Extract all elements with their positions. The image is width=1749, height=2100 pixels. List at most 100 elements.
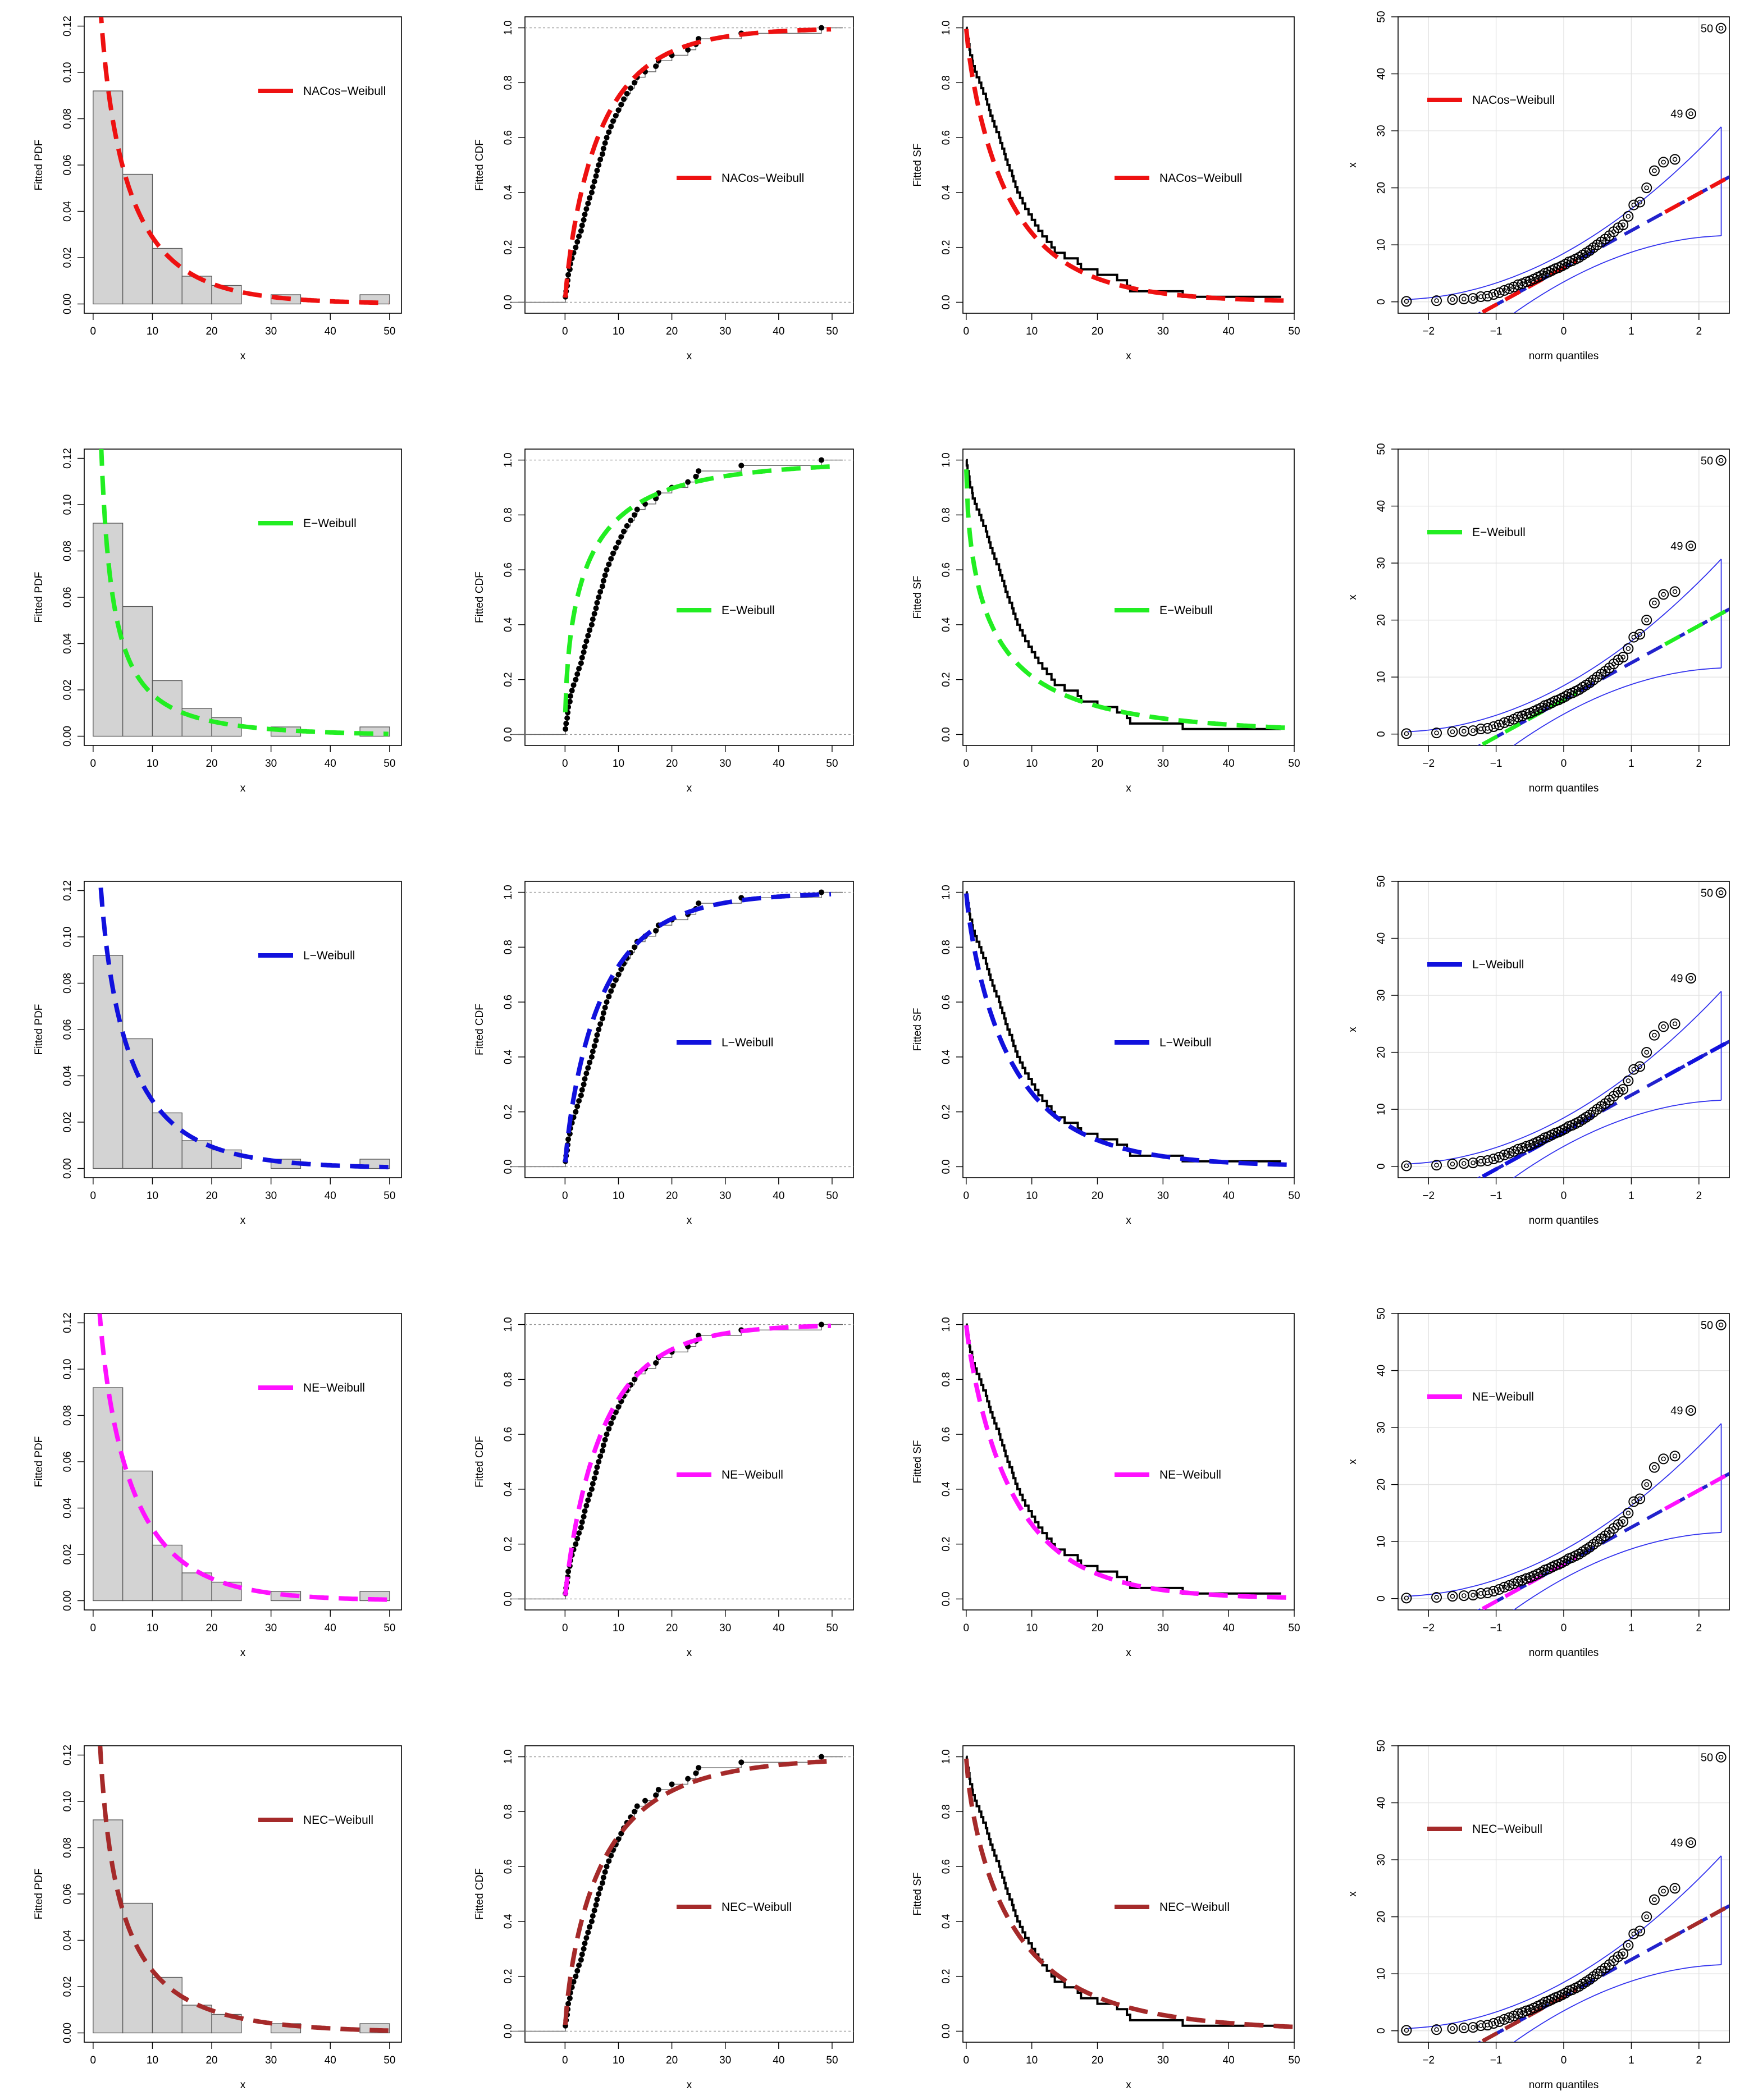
qq-point-inner <box>1450 2026 1455 2031</box>
x-tick-label: 30 <box>265 1622 277 1634</box>
ecdf-point <box>620 528 627 534</box>
ecdf-point <box>574 239 581 245</box>
y-tick-label: 0.4 <box>940 1049 952 1064</box>
envelope-upper <box>1408 1423 1722 1597</box>
qq-point <box>1468 293 1479 304</box>
x-tick-label: 2 <box>1696 1190 1702 1202</box>
y-tick-label: 10 <box>1376 1104 1387 1115</box>
x-tick-label: 0 <box>963 326 970 337</box>
qq-point <box>1628 1064 1640 1075</box>
qq-fitted-segment <box>1481 258 1578 313</box>
qq-point <box>1584 1974 1595 1985</box>
qq-point <box>1401 296 1412 307</box>
ecdf-point <box>565 2001 572 2007</box>
qq-point <box>1458 1590 1469 1602</box>
plot-frame <box>524 16 854 314</box>
qq-point <box>1431 1160 1442 1171</box>
x-tick-label: 40 <box>773 1622 784 1634</box>
qq-point-inner <box>1462 1161 1467 1166</box>
fitted-pdf-curve <box>99 449 389 736</box>
x-axis-label: norm quantiles <box>1529 350 1599 362</box>
x-tick-label: 40 <box>773 326 784 337</box>
y-tick-label: 0.6 <box>503 995 514 1009</box>
x-axis-label: norm quantiles <box>1529 1647 1599 1659</box>
x-tick-label: 2 <box>1696 326 1702 337</box>
x-tick-label: 50 <box>1288 2055 1300 2066</box>
qq-point-inner <box>1491 1156 1496 1161</box>
qq-point-inner <box>1625 1511 1631 1516</box>
qq-point-inner <box>1661 592 1666 597</box>
ecdf-point <box>573 676 579 683</box>
qq-point-inner <box>1637 632 1642 637</box>
y-tick-label: 0.04 <box>62 633 74 654</box>
ecdf-point <box>569 688 575 694</box>
cdf-panel: 0 10 20 30 40 50 0.0 0.2 0.4 0.6 0.8 1.0 x Fitted CDF… <box>474 449 854 794</box>
qq-fitted-segment <box>1664 1040 1729 1078</box>
qq-point <box>1685 108 1696 120</box>
x-tick-label: 40 <box>325 1622 336 1634</box>
y-tick-label: 0.12 <box>62 1312 74 1333</box>
legend-label: E−Weibull <box>721 604 775 617</box>
legend-label: NEC−Weibull <box>1159 1901 1230 1914</box>
fitted-pdf-curve <box>98 881 389 1170</box>
y-tick-label: 0.06 <box>62 1452 74 1472</box>
qq-point-inner <box>1688 111 1693 116</box>
qq-point-inner <box>1519 713 1525 719</box>
qq-point-inner <box>1519 2010 1525 2015</box>
x-tick-label: 0 <box>562 1190 568 1202</box>
x-tick-label: 0 <box>90 1622 97 1634</box>
y-tick-label: 0.0 <box>940 295 952 309</box>
ecdf-point <box>573 1973 579 1979</box>
qq-point-inner <box>1599 1968 1604 1974</box>
qq-point-inner <box>1620 655 1625 660</box>
ecdf-point <box>593 173 599 179</box>
x-tick-label: −2 <box>1422 1622 1435 1634</box>
ecdf-point <box>604 1864 610 1870</box>
ecdf-point <box>590 616 596 623</box>
qq-point-inner <box>1434 1163 1439 1168</box>
qq-point-inner <box>1644 185 1649 190</box>
y-tick-label: 0.00 <box>62 1158 74 1179</box>
qq-point-inner <box>1471 1160 1476 1165</box>
ecdf-point <box>585 633 591 639</box>
ecdf-point <box>590 1049 596 1055</box>
ecdf-point <box>818 889 824 895</box>
qq-point <box>1468 1157 1479 1169</box>
x-axis-label: x <box>240 783 246 794</box>
ecdf-point <box>594 1464 600 1470</box>
qq-point <box>1560 1123 1571 1134</box>
envelope-lower <box>1513 1532 1721 1610</box>
ecdf-point <box>596 1459 602 1465</box>
y-tick-label: 50 <box>1376 1740 1387 1751</box>
x-axis-label: x <box>1126 350 1131 362</box>
legend-label: NE−Weibull <box>1159 1468 1221 1481</box>
qq-point-inner <box>1471 296 1476 301</box>
x-tick-label: 30 <box>265 326 277 337</box>
y-tick-label: 0.4 <box>940 617 952 632</box>
x-tick-label: 30 <box>265 758 277 770</box>
qq-point-label: 50 <box>1701 1319 1713 1332</box>
qq-point-inner <box>1478 1591 1483 1596</box>
y-axis-label: x <box>1347 162 1359 168</box>
qq-point <box>1482 723 1493 734</box>
qq-point-inner <box>1538 1137 1544 1143</box>
qq-point-inner <box>1620 1519 1625 1524</box>
y-tick-label: 0 <box>1376 299 1387 305</box>
qq-point <box>1447 1591 1458 1602</box>
x-tick-label: 20 <box>1092 326 1103 337</box>
fitted-sf-curve <box>964 893 1293 1168</box>
x-tick-label: 40 <box>1223 326 1235 337</box>
envelope-lower <box>1513 1964 1721 2042</box>
ecdf-point <box>576 666 582 672</box>
cdf-panel: 0 10 20 30 40 50 0.0 0.2 0.4 0.6 0.8 1.0 x Fitted CDF… <box>474 1313 854 1659</box>
x-tick-label: 50 <box>1288 1190 1300 1202</box>
qq-point-inner <box>1591 1109 1596 1115</box>
qq-point-inner <box>1478 2023 1483 2028</box>
x-tick-label: 2 <box>1696 1622 1702 1634</box>
y-axis-label: Fitted CDF <box>474 1004 486 1055</box>
ecdf-point <box>685 479 691 485</box>
qq-point <box>1468 1590 1479 1601</box>
ecdf-point <box>565 272 572 278</box>
y-tick-label: 0.2 <box>503 240 514 254</box>
